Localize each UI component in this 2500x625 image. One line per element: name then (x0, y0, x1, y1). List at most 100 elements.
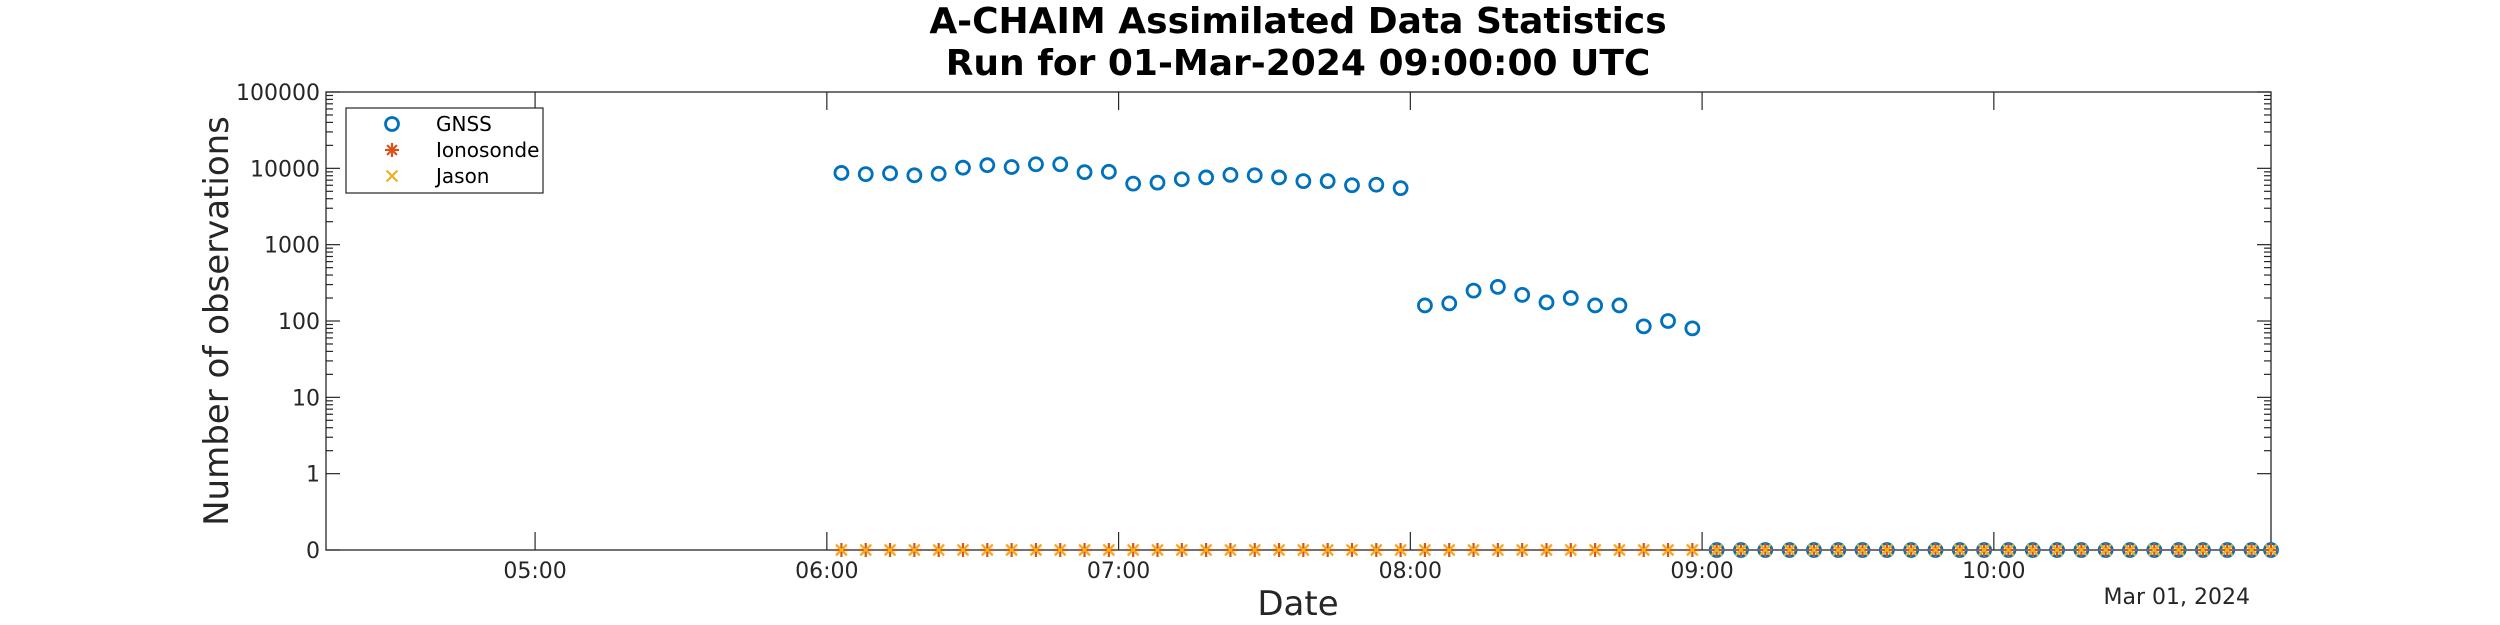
point-jason (2050, 543, 2064, 557)
x-axis: 05:00 06:00 07:00 08:00 09:00 10:00 (503, 92, 2026, 584)
point-jason (1588, 543, 1602, 557)
x-tick-label: 06:00 (795, 559, 858, 584)
point-jason (1151, 543, 1164, 557)
chart-title-line-1: A-CHAIM Assimilated Data Statistics (929, 1, 1666, 42)
point-jason (1442, 543, 1456, 557)
point-jason (1029, 543, 1043, 557)
series-jason (835, 543, 2278, 557)
point-gnss (1344, 177, 1360, 194)
y-tick-label: 10000 (250, 157, 320, 182)
point-jason (1661, 543, 1675, 557)
legend-label-ionosonde: Ionosonde (436, 138, 539, 162)
point-gnss (857, 166, 874, 183)
point-gnss (1319, 173, 1336, 190)
point-jason (981, 543, 994, 557)
point-jason (1710, 543, 1723, 557)
x-tick-label: 09:00 (1670, 559, 1733, 584)
data-markers (833, 156, 2279, 558)
point-jason (1370, 543, 1383, 557)
y-tick-label: 1 (306, 463, 320, 488)
x-tick-label: 08:00 (1379, 559, 1442, 584)
point-gnss (1538, 294, 1555, 311)
point-gnss (1246, 167, 1263, 184)
point-gnss (1587, 297, 1604, 314)
point-jason (1078, 543, 1091, 557)
legend-marker-gnss (384, 116, 400, 132)
point-jason (1053, 543, 1067, 557)
legend-label-jason: Jason (434, 164, 490, 188)
point-gnss (1295, 173, 1312, 190)
point-jason (1272, 543, 1286, 557)
point-jason (1394, 543, 1407, 557)
point-jason (1953, 543, 1967, 557)
point-jason (1248, 543, 1262, 557)
x-tick-label: 05:00 (503, 559, 566, 584)
point-jason (1759, 543, 1772, 557)
point-jason (908, 543, 921, 557)
point-jason (1345, 543, 1359, 557)
point-jason (1831, 543, 1845, 557)
point-gnss (1052, 156, 1069, 173)
legend-box (345, 107, 544, 194)
point-jason (2196, 543, 2210, 557)
point-jason (2075, 543, 2088, 557)
point-gnss (979, 157, 996, 174)
point-jason (1175, 543, 1189, 557)
legend-marker-ionosonde (385, 143, 399, 157)
point-jason (2148, 543, 2161, 557)
point-jason (883, 543, 897, 557)
point-jason (2123, 543, 2137, 557)
point-jason (2172, 543, 2185, 557)
point-gnss (882, 165, 898, 182)
point-jason (932, 543, 945, 557)
point-jason (2245, 543, 2258, 557)
point-gnss (1489, 278, 1506, 295)
x-tick-label: 07:00 (1087, 559, 1150, 584)
series-gnss (833, 156, 2279, 558)
x-axis-label: Date (1257, 584, 1338, 624)
point-jason (1224, 543, 1237, 557)
point-gnss (1100, 163, 1117, 180)
point-jason (1297, 543, 1310, 557)
point-gnss (1684, 320, 1701, 337)
point-gnss (1198, 169, 1215, 186)
point-jason (1199, 543, 1213, 557)
point-gnss (1465, 282, 1482, 299)
x-tick-label: 10:00 (1962, 559, 2025, 584)
y-axis-label: Number of observations (197, 116, 237, 526)
point-jason (2099, 543, 2112, 557)
point-jason (1102, 543, 1116, 557)
point-jason (1321, 543, 1334, 557)
y-tick-label: 10 (292, 386, 320, 411)
point-jason (1734, 543, 1748, 557)
point-jason (1686, 543, 1699, 557)
point-gnss (1417, 297, 1433, 314)
point-gnss (833, 165, 850, 181)
point-jason (1491, 543, 1505, 557)
point-jason (2264, 543, 2278, 557)
plot-area: 0 1 10 100 1000 10000 100000 05:00 06:00 07:00 08… (236, 81, 2279, 584)
point-gnss (1173, 171, 1190, 188)
legend-label-gnss: GNSS (436, 112, 492, 136)
point-gnss (906, 167, 923, 184)
point-jason (1929, 543, 1942, 557)
chart-title-line-2: Run for 01-Mar-2024 09:00:00 UTC (946, 43, 1651, 84)
point-gnss (1441, 295, 1458, 312)
point-gnss (1028, 156, 1044, 173)
point-jason (1540, 543, 1553, 557)
point-gnss (1076, 164, 1093, 181)
point-jason (1637, 543, 1651, 557)
point-gnss (930, 165, 947, 182)
y-tick-label: 100000 (236, 81, 320, 106)
plot-frame (325, 91, 2272, 551)
point-jason (1977, 543, 1991, 557)
point-gnss (1368, 176, 1385, 193)
legend-marker-jason (385, 169, 399, 183)
point-gnss (1660, 313, 1676, 329)
point-gnss (1149, 174, 1166, 191)
point-jason (1515, 543, 1529, 557)
point-gnss (1003, 159, 1020, 175)
point-jason (1783, 543, 1796, 557)
point-gnss (1635, 318, 1652, 335)
